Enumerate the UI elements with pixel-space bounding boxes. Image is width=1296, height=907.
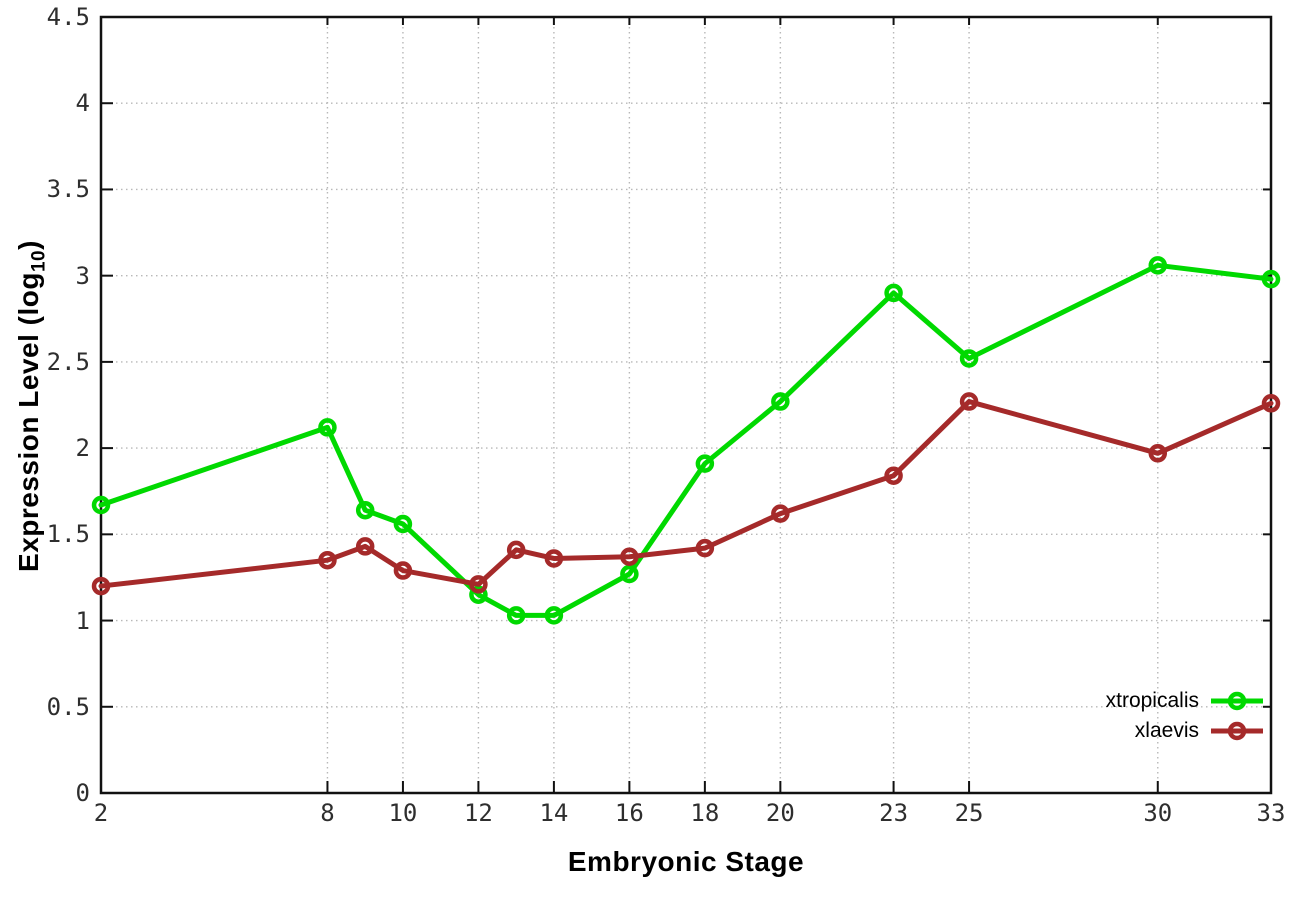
x-tick-label: 12 xyxy=(463,799,493,827)
data-point-xtropicalis xyxy=(355,500,375,520)
y-tick-label: 4.5 xyxy=(46,3,90,31)
data-point-xtropicalis xyxy=(318,418,337,437)
data-point-xtropicalis xyxy=(544,606,564,625)
x-tick-label: 33 xyxy=(1256,799,1286,827)
data-point-xtropicalis xyxy=(469,585,488,604)
data-point-xlaevis xyxy=(1148,444,1168,463)
y-tick-label: 3.5 xyxy=(46,175,90,204)
x-tick-label: 18 xyxy=(690,799,720,827)
y-axis-label: Expression Level (log10) xyxy=(13,18,50,794)
y-tick-label: 0.5 xyxy=(46,692,90,721)
y-tick-label: 2.5 xyxy=(46,347,90,376)
data-point-xlaevis xyxy=(884,466,903,485)
x-tick-label: 8 xyxy=(320,799,335,827)
data-point-xlaevis xyxy=(318,550,337,570)
legend-item-xtropicalis: xtropicalis xyxy=(1106,686,1265,716)
data-point-xtropicalis xyxy=(1148,256,1168,275)
data-point-xtropicalis xyxy=(91,495,111,515)
data-point-xtropicalis xyxy=(695,454,715,473)
legend-marker-icon xyxy=(1211,721,1263,741)
data-point-xlaevis xyxy=(393,561,413,580)
data-point-xlaevis xyxy=(544,549,564,568)
y-tick-label: 3 xyxy=(75,261,90,290)
data-point-xtropicalis xyxy=(771,392,790,411)
data-point-xlaevis xyxy=(695,538,715,558)
x-tick-label: 25 xyxy=(954,799,984,827)
x-tick-label: 10 xyxy=(388,799,418,827)
data-point-xtropicalis xyxy=(884,283,903,303)
legend: xtropicalis xlaevis xyxy=(1106,686,1265,746)
legend-label: xlaevis xyxy=(1134,719,1199,742)
y-tick-label: 0 xyxy=(75,779,90,807)
legend-marker-icon xyxy=(1211,691,1263,711)
x-tick-label: 14 xyxy=(539,799,569,827)
data-point-xlaevis xyxy=(1261,394,1281,413)
y-tick-label: 1 xyxy=(75,606,90,635)
x-tick-label: 20 xyxy=(765,799,795,827)
x-tick-label: 2 xyxy=(93,799,109,827)
data-point-xlaevis xyxy=(771,504,790,523)
data-point-xlaevis xyxy=(469,575,488,594)
plot-border xyxy=(99,15,1273,795)
y-tick-label: 2 xyxy=(75,434,90,463)
x-tick-label: 16 xyxy=(614,799,644,827)
data-point-xlaevis xyxy=(506,540,526,560)
x-axis-label: Embryonic Stage xyxy=(567,846,805,877)
data-point-xtropicalis xyxy=(959,349,979,368)
legend-item-xlaevis: xlaevis xyxy=(1135,716,1265,746)
series-line-xtropicalis xyxy=(98,262,1274,618)
data-point-xtropicalis xyxy=(393,514,413,534)
data-point-xtropicalis xyxy=(506,606,526,625)
legend-label: xtropicalis xyxy=(1105,689,1199,712)
data-point-xlaevis xyxy=(620,547,639,567)
y-axis-label-text: Expression Level (log xyxy=(13,272,44,572)
data-point-xlaevis xyxy=(91,576,111,596)
data-point-xlaevis xyxy=(355,537,375,556)
y-tick-label: 4 xyxy=(75,89,90,118)
data-point-xtropicalis xyxy=(620,564,639,584)
data-point-xlaevis xyxy=(959,392,979,411)
y-axis-label-close: ) xyxy=(13,240,44,250)
x-tick-label: 30 xyxy=(1143,799,1173,827)
y-axis-label-subscript: 10 xyxy=(28,249,50,273)
x-tick-label: 23 xyxy=(879,799,909,827)
data-point-xtropicalis xyxy=(1261,269,1281,289)
y-tick-label: 1.5 xyxy=(46,520,90,549)
